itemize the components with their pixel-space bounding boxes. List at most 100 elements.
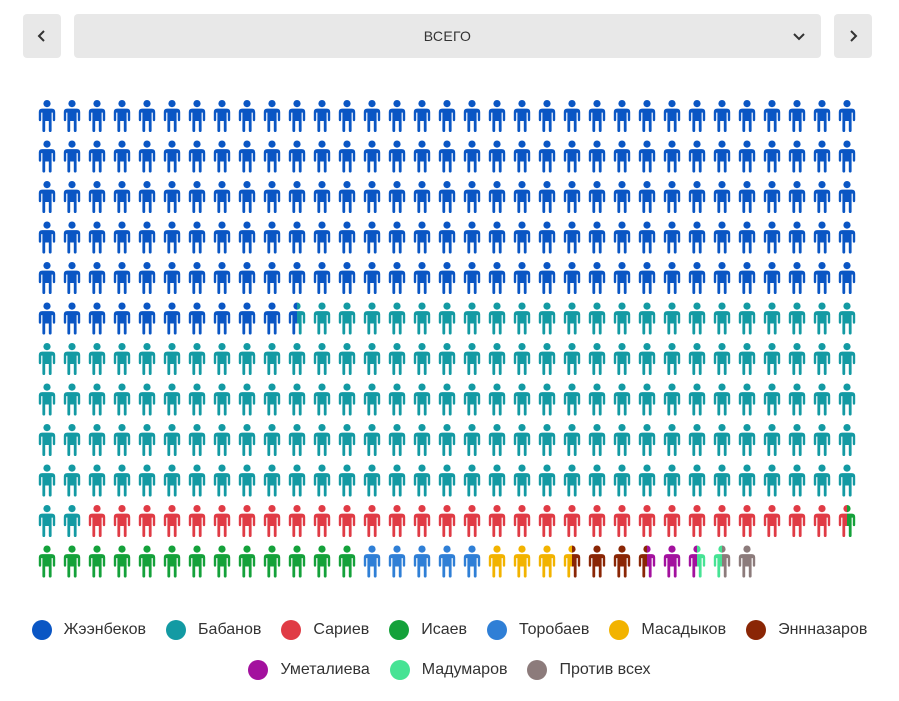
person-icon-1: [513, 181, 531, 213]
person-icon-2: [363, 302, 381, 335]
person-icon-1: [363, 140, 381, 173]
person-icon-2: [363, 383, 381, 416]
person-icon-1: [238, 262, 256, 294]
person-icon-1: [213, 140, 231, 173]
person-icon-3: [513, 505, 531, 537]
person-icon-split: [688, 545, 706, 578]
next-button[interactable]: [834, 14, 872, 58]
person-icon-1: [688, 221, 706, 254]
legend-dot-icon: [389, 620, 410, 640]
person-icon-3: [788, 505, 806, 537]
person-icon-1: [288, 221, 306, 254]
person-half-10: [722, 545, 731, 578]
person-icon-2: [663, 464, 681, 497]
person-icon-1: [338, 181, 356, 213]
legend-item[interactable]: Исаев: [389, 620, 467, 640]
person-icon-2: [38, 464, 56, 497]
person-icon-2: [363, 343, 381, 375]
person-icon-2: [688, 464, 706, 497]
person-icon-1: [688, 262, 706, 294]
person-icon-1: [463, 262, 481, 294]
person-icon-3: [613, 505, 631, 537]
person-icon-1: [88, 140, 106, 173]
person-icon-2: [213, 424, 231, 456]
person-icon-1: [438, 181, 456, 213]
person-icon-1: [588, 221, 606, 254]
person-icon-2: [313, 383, 331, 416]
person-icon-2: [488, 343, 506, 375]
person-icon-2: [188, 383, 206, 416]
person-icon-1: [538, 262, 556, 294]
person-icon-2: [488, 302, 506, 335]
previous-button[interactable]: [23, 14, 61, 58]
legend-label: Против всех: [559, 661, 651, 678]
person-icon-1: [363, 181, 381, 213]
person-icon-1: [363, 100, 381, 132]
legend-item[interactable]: Торобаев: [487, 620, 589, 640]
person-half-2: [297, 302, 306, 335]
person-icon-1: [138, 262, 156, 294]
person-icon-2: [438, 302, 456, 335]
person-icon-2: [713, 383, 731, 416]
person-icon-4: [163, 545, 181, 578]
person-icon-2: [113, 424, 131, 456]
person-icon-1: [213, 100, 231, 132]
person-icon-1: [213, 302, 231, 335]
legend-item[interactable]: Мадумаров: [389, 660, 507, 680]
person-icon-1: [88, 181, 106, 213]
person-icon-1: [188, 302, 206, 335]
person-icon-1: [188, 140, 206, 173]
person-icon-2: [563, 383, 581, 416]
person-icon-2: [838, 464, 856, 497]
person-icon-3: [713, 505, 731, 537]
person-icon-2: [588, 302, 606, 335]
person-icon-split: [713, 545, 731, 578]
person-icon-1: [213, 262, 231, 294]
legend-item[interactable]: Масадыков: [609, 620, 726, 640]
person-icon-1: [113, 221, 131, 254]
person-icon-1: [763, 221, 781, 254]
person-icon-1: [513, 221, 531, 254]
legend-item[interactable]: Против всех: [527, 660, 651, 680]
person-icon-3: [563, 505, 581, 537]
person-icon-1: [288, 181, 306, 213]
person-icon-2: [338, 464, 356, 497]
person-icon-2: [288, 464, 306, 497]
person-icon-2: [63, 424, 81, 456]
person-icon-2: [138, 464, 156, 497]
person-icon-3: [213, 505, 231, 537]
person-icon-3: [113, 505, 131, 537]
person-icon-1: [188, 221, 206, 254]
person-icon-1: [163, 140, 181, 173]
person-icon-4: [188, 545, 206, 578]
person-icon-1: [738, 100, 756, 132]
person-icon-4: [113, 545, 131, 578]
person-icon-1: [213, 221, 231, 254]
person-icon-1: [63, 181, 81, 213]
district-selector[interactable]: ВСЕГО: [74, 14, 821, 58]
person-icon-1: [363, 221, 381, 254]
person-icon-2: [638, 343, 656, 375]
legend-item[interactable]: Уметалиева: [248, 660, 370, 680]
person-icon-4: [138, 545, 156, 578]
legend-dot-icon: [609, 620, 630, 640]
person-icon-2: [413, 464, 431, 497]
legend-label: Торобаев: [519, 621, 590, 638]
legend-item[interactable]: Сариев: [281, 620, 369, 640]
legend-item[interactable]: Жээнбеков: [31, 620, 146, 640]
person-icon-split: [288, 302, 306, 335]
legend-item[interactable]: Бабанов: [166, 620, 261, 640]
person-icon-2: [688, 383, 706, 416]
person-icon-1: [488, 221, 506, 254]
person-icon-2: [313, 302, 331, 335]
person-icon-3: [363, 505, 381, 537]
person-icon-2: [388, 464, 406, 497]
person-icon-7: [588, 545, 606, 578]
person-icon-5: [363, 545, 381, 578]
person-icon-2: [488, 424, 506, 456]
person-icon-1: [563, 262, 581, 294]
legend-item[interactable]: Эннназаров: [746, 620, 867, 640]
person-icon-2: [738, 302, 756, 335]
person-icon-2: [613, 424, 631, 456]
person-icon-1: [238, 221, 256, 254]
